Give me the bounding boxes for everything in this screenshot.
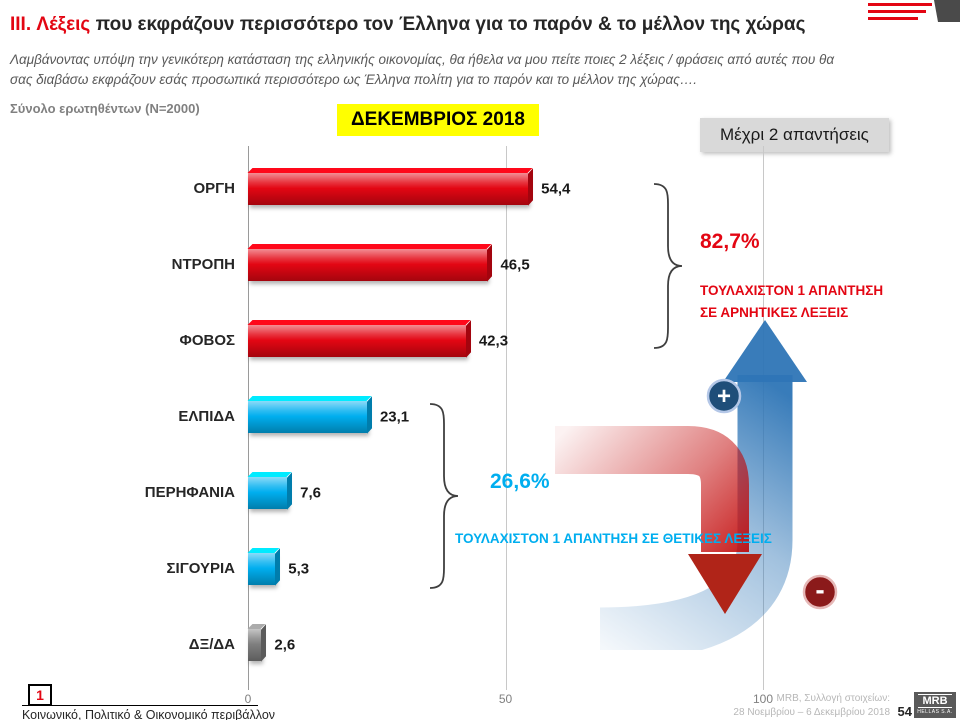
title-number: III. bbox=[10, 14, 32, 35]
bar-value-label: 7,6 bbox=[300, 484, 321, 502]
bar: 5,3 bbox=[247, 548, 309, 586]
bar-end-face bbox=[275, 548, 281, 586]
sample-note: Σύνολο ερωτηθέντων (N=2000) bbox=[10, 101, 200, 116]
title-keyword: Λέξεις bbox=[36, 14, 91, 35]
bar-value-label: 42,3 bbox=[478, 332, 509, 350]
subtitle-line2: σας διαβάσω εκφράζουν εσάς προσωπικά περ… bbox=[10, 71, 698, 87]
negative-percent: 82,7% bbox=[700, 230, 760, 253]
bar: 46,5 bbox=[247, 244, 530, 282]
negative-group-brace bbox=[653, 183, 683, 349]
footer-divider bbox=[22, 705, 258, 706]
bar-top-face bbox=[247, 396, 372, 401]
bar: 2,6 bbox=[247, 624, 295, 662]
bar: 54,4 bbox=[247, 168, 570, 206]
bar-track: 7,6 bbox=[247, 472, 763, 511]
source-line2: 28 Νοεμβρίου – 6 Δεκεμβρίου 2018 bbox=[733, 706, 890, 718]
bar-end-face bbox=[465, 320, 471, 358]
plus-badge: + bbox=[706, 378, 742, 414]
plus-icon: + bbox=[717, 383, 731, 410]
mrb-logo-text: MRB bbox=[918, 694, 952, 708]
blue-up-arrowhead bbox=[723, 320, 807, 382]
bar-end-face bbox=[261, 624, 267, 662]
top-right-logo-fragment bbox=[868, 0, 960, 22]
bar-end-face bbox=[366, 396, 372, 434]
bar-track: 2,6 bbox=[247, 624, 763, 663]
bar-row: ΟΡΓΗ 54,4 bbox=[13, 150, 763, 226]
bar-row: ΣΙΓΟΥΡΙΑ 5,3 bbox=[13, 530, 763, 606]
negative-label: ΤΟΥΛΑΧΙΣΤΟΝ 1 ΑΠΑΝΤΗΣΗ ΣΕ ΑΡΝΗΤΙΚΕΣ ΛΕΞΕ… bbox=[700, 280, 883, 323]
source-note: MRB, Συλλογή στοιχείων: 28 Νοεμβρίου – 6… bbox=[733, 692, 890, 719]
bar-end-face bbox=[487, 244, 493, 282]
bar-value-label: 46,5 bbox=[500, 256, 530, 274]
wave-label: ΔΕΚΕΜΒΡΙΟΣ 2018 bbox=[337, 104, 539, 136]
mrb-logo: MRB HELLAS S.A. bbox=[914, 692, 956, 718]
negative-label-line1: ΤΟΥΛΑΧΙΣΤΟΝ 1 ΑΠΑΝΤΗΣΗ bbox=[700, 283, 884, 298]
bar-track: 42,3 bbox=[247, 320, 763, 359]
red-down-arrow bbox=[555, 426, 749, 552]
positive-label: ΤΟΥΛΑΧΙΣΤΟΝ 1 ΑΠΑΝΤΗΣΗ ΣΕ ΘΕΤΙΚΕΣ ΛΕΞΕΙΣ bbox=[455, 531, 772, 546]
page-title: III. Λέξεις που εκφράζουν περισσότερο το… bbox=[10, 14, 806, 36]
bar-category-label: ΝΤΡΟΠΗ bbox=[171, 255, 235, 273]
bar-category-label: ΦΟΒΟΣ bbox=[179, 331, 235, 349]
bar-value-label: 23,1 bbox=[379, 408, 410, 426]
bar-value-label: 2,6 bbox=[274, 636, 296, 654]
bar-top-face bbox=[247, 472, 292, 477]
bar-end-face bbox=[528, 168, 534, 206]
positive-group-brace bbox=[429, 403, 459, 589]
bar-row: ΝΤΡΟΠΗ 46,5 bbox=[13, 226, 763, 302]
x-tick-label: 100 bbox=[752, 692, 774, 706]
bar-top-face bbox=[247, 168, 533, 173]
page-number: 54 bbox=[897, 704, 912, 719]
bar-track: 46,5 bbox=[247, 244, 763, 283]
bar-row: ΦΟΒΟΣ 42,3 bbox=[13, 302, 763, 378]
x-tick-label: 50 bbox=[498, 692, 513, 706]
bar-value-label: 5,3 bbox=[288, 560, 310, 578]
subtitle: Λαμβάνοντας υπόψη την γενικότερη κατάστα… bbox=[10, 50, 834, 89]
decorative-arrows: + - bbox=[555, 320, 838, 650]
source-line1: MRB, Συλλογή στοιχείων: bbox=[776, 693, 890, 704]
bar-value-label: 54,4 bbox=[541, 180, 571, 198]
bar-chart: ΟΡΓΗ 54,4 ΝΤΡΟΠΗ 46,5 ΦΟΒΟΣ bbox=[13, 146, 773, 712]
negative-label-line2: ΣΕ ΑΡΝΗΤΙΚΕΣ ΛΕΞΕΙΣ bbox=[700, 304, 849, 320]
bar-category-label: ΕΛΠΙΔΑ bbox=[178, 407, 235, 425]
footer-section-label: Κοινωνικό, Πολιτικό & Οικονομικό περιβάλ… bbox=[22, 708, 276, 720]
bar-track: 54,4 bbox=[247, 168, 763, 207]
bar: 7,6 bbox=[247, 472, 321, 510]
bar-row: ΠΕΡΗΦΑΝΙΑ 7,6 bbox=[13, 454, 763, 530]
answers-note: Μέχρι 2 απαντήσεις bbox=[700, 118, 889, 152]
bar-category-label: ΔΞ/ΔΑ bbox=[188, 635, 235, 653]
positive-percent: 26,6% bbox=[490, 470, 550, 493]
section-number-box: 1 bbox=[28, 684, 52, 706]
bar-category-label: ΣΙΓΟΥΡΙΑ bbox=[166, 559, 235, 577]
bar: 23,1 bbox=[247, 396, 409, 434]
bar: 42,3 bbox=[247, 320, 508, 358]
red-down-arrowhead bbox=[688, 554, 762, 614]
x-axis: 0 50 100 bbox=[244, 692, 773, 710]
bar-top-face bbox=[247, 320, 471, 325]
bar-category-label: ΠΕΡΗΦΑΝΙΑ bbox=[144, 483, 235, 501]
bar-category-label: ΟΡΓΗ bbox=[193, 179, 235, 197]
title-rest: που εκφράζουν περισσότερο τον Έλληνα για… bbox=[90, 14, 806, 35]
bar-track: 5,3 bbox=[247, 548, 763, 587]
bar-row: ΕΛΠΙΔΑ 23,1 bbox=[13, 378, 763, 454]
minus-badge: - bbox=[802, 574, 838, 610]
bar-top-face bbox=[247, 244, 492, 249]
chart-rows: ΟΡΓΗ 54,4 ΝΤΡΟΠΗ 46,5 ΦΟΒΟΣ bbox=[13, 150, 763, 682]
gridline bbox=[505, 146, 507, 690]
minus-icon: - bbox=[815, 574, 824, 605]
x-tick-label: 0 bbox=[244, 692, 252, 706]
bar-row: ΔΞ/ΔΑ 2,6 bbox=[13, 606, 763, 682]
subtitle-line1: Λαμβάνοντας υπόψη την γενικότερη κατάστα… bbox=[10, 52, 835, 67]
mrb-logo-subtext: HELLAS S.A. bbox=[917, 709, 953, 715]
bar-end-face bbox=[287, 472, 293, 510]
bar-track: 23,1 bbox=[247, 396, 763, 435]
